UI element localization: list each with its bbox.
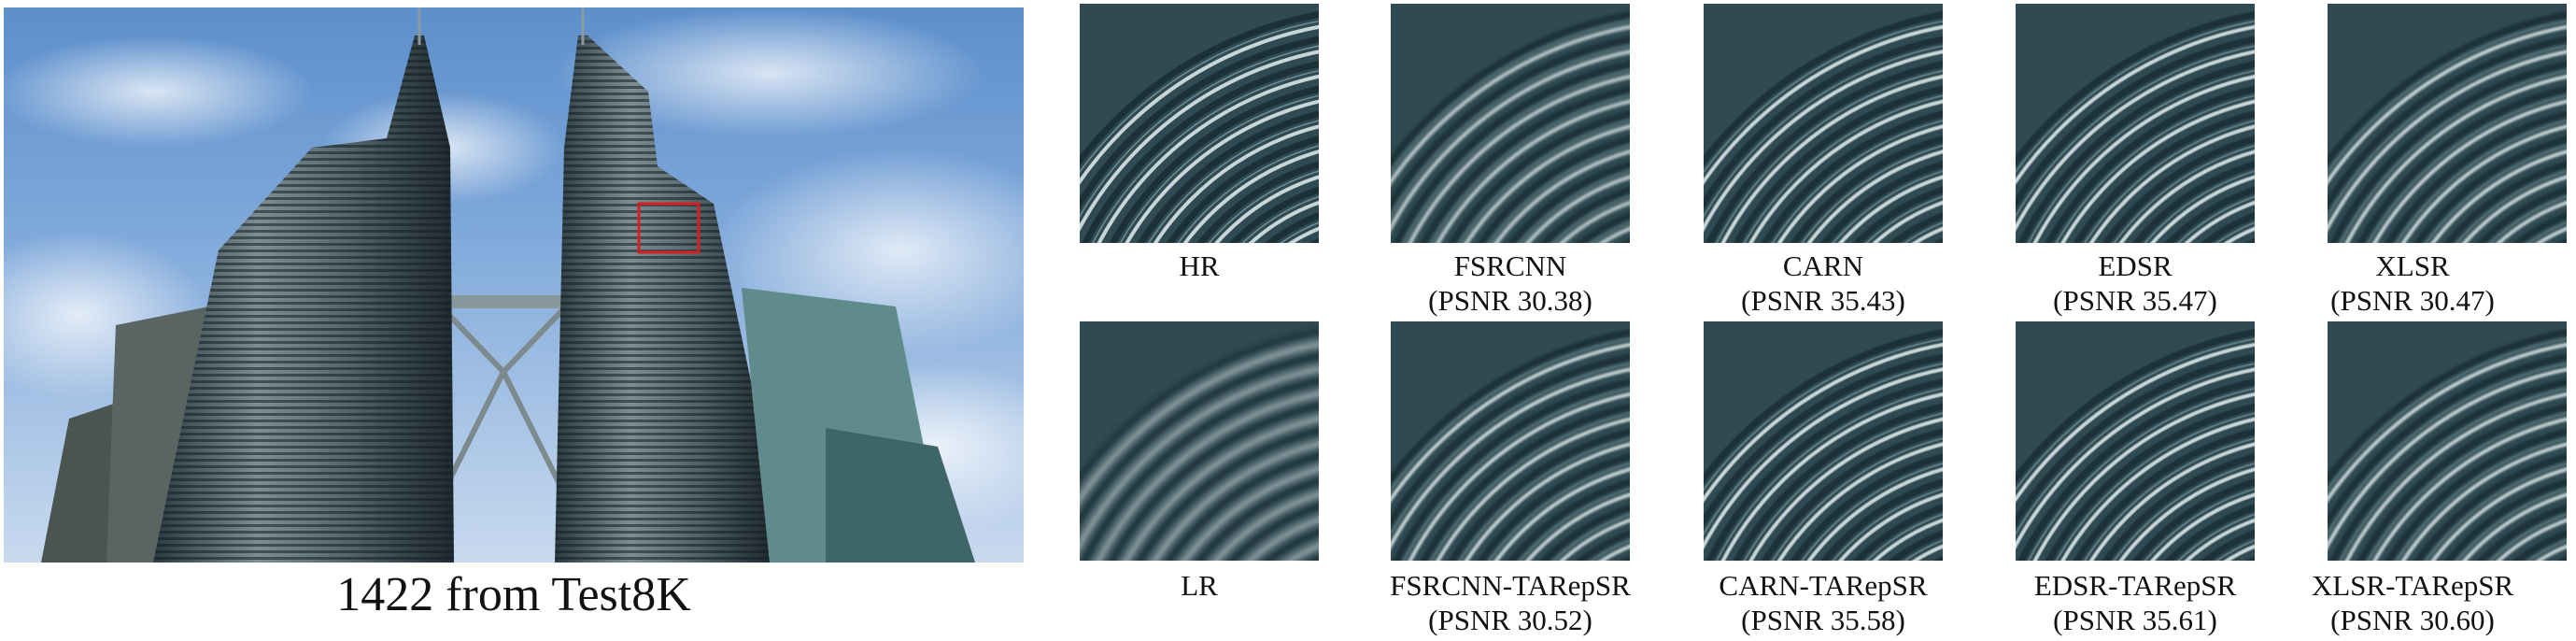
crop-lr [1080, 321, 1319, 561]
label-fsrcnn-tarepsr-name: FSRCNN-TARepSR [1390, 569, 1631, 602]
crop-carn [1704, 4, 1943, 243]
label-fsrcnn-psnr: (PSNR 30.38) [1428, 284, 1592, 317]
label-carn-psnr: (PSNR 35.43) [1741, 284, 1905, 317]
crop-hr [1080, 4, 1319, 243]
label-hr-name: HR [1179, 249, 1220, 282]
label-carn-tarepsr-psnr: (PSNR 35.58) [1741, 604, 1905, 636]
crop-xlsr [2328, 4, 2567, 243]
crop-edsr [2016, 4, 2255, 243]
label-edsr-tarepsr-name: EDSR-TARepSR [2033, 569, 2237, 602]
label-xlsr-tarepsr-name: XLSR-TARepSR [2311, 569, 2514, 602]
label-lr-name: LR [1181, 569, 1218, 602]
label-fsrcnn-name: FSRCNN [1453, 249, 1567, 282]
crop-carn-tarepsr [1704, 321, 1943, 561]
crop-xlsr-tarepsr [2328, 321, 2567, 561]
label-xlsr-name: XLSR [2375, 249, 2450, 282]
label-xlsr-tarepsr-psnr: (PSNR 30.60) [2330, 604, 2495, 636]
main-image-caption: 1422 from Test8K [336, 568, 691, 621]
crop-fsrcnn [1391, 4, 1630, 243]
label-fsrcnn-tarepsr-psnr: (PSNR 30.52) [1428, 604, 1592, 636]
label-carn-tarepsr-name: CARN-TARepSR [1719, 569, 1928, 602]
crop-edsr-tarepsr [2016, 321, 2255, 561]
crop-region-highlight [637, 202, 701, 254]
crop-fsrcnn-tarepsr [1391, 321, 1630, 561]
label-edsr-tarepsr-psnr: (PSNR 35.61) [2053, 604, 2217, 636]
label-edsr-psnr: (PSNR 35.47) [2053, 284, 2217, 317]
label-edsr-name: EDSR [2098, 249, 2173, 282]
label-xlsr-psnr: (PSNR 30.47) [2330, 284, 2495, 317]
label-carn-name: CARN [1782, 249, 1864, 282]
twin-towers-photo [4, 7, 1024, 563]
